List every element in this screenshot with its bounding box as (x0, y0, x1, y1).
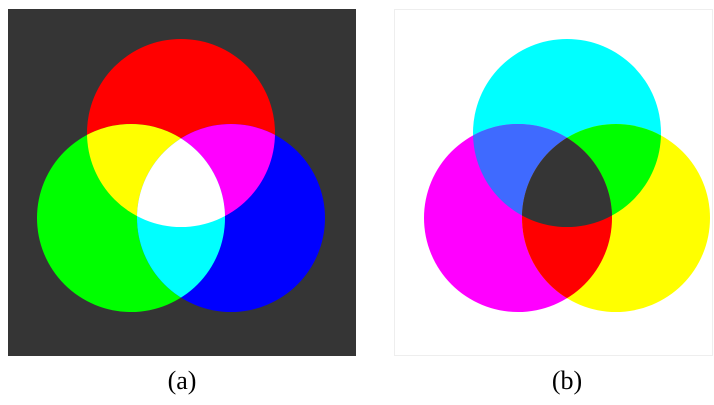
subtractive-color-panel (394, 9, 713, 356)
caption-a: (a) (167, 366, 197, 395)
subtractive-venn-diagram (394, 9, 713, 356)
caption-b: (b) (551, 366, 583, 395)
additive-venn-diagram (8, 9, 356, 356)
additive-color-panel (8, 9, 356, 356)
dark-center-overlap (522, 124, 612, 227)
white-center-overlap (137, 124, 225, 227)
